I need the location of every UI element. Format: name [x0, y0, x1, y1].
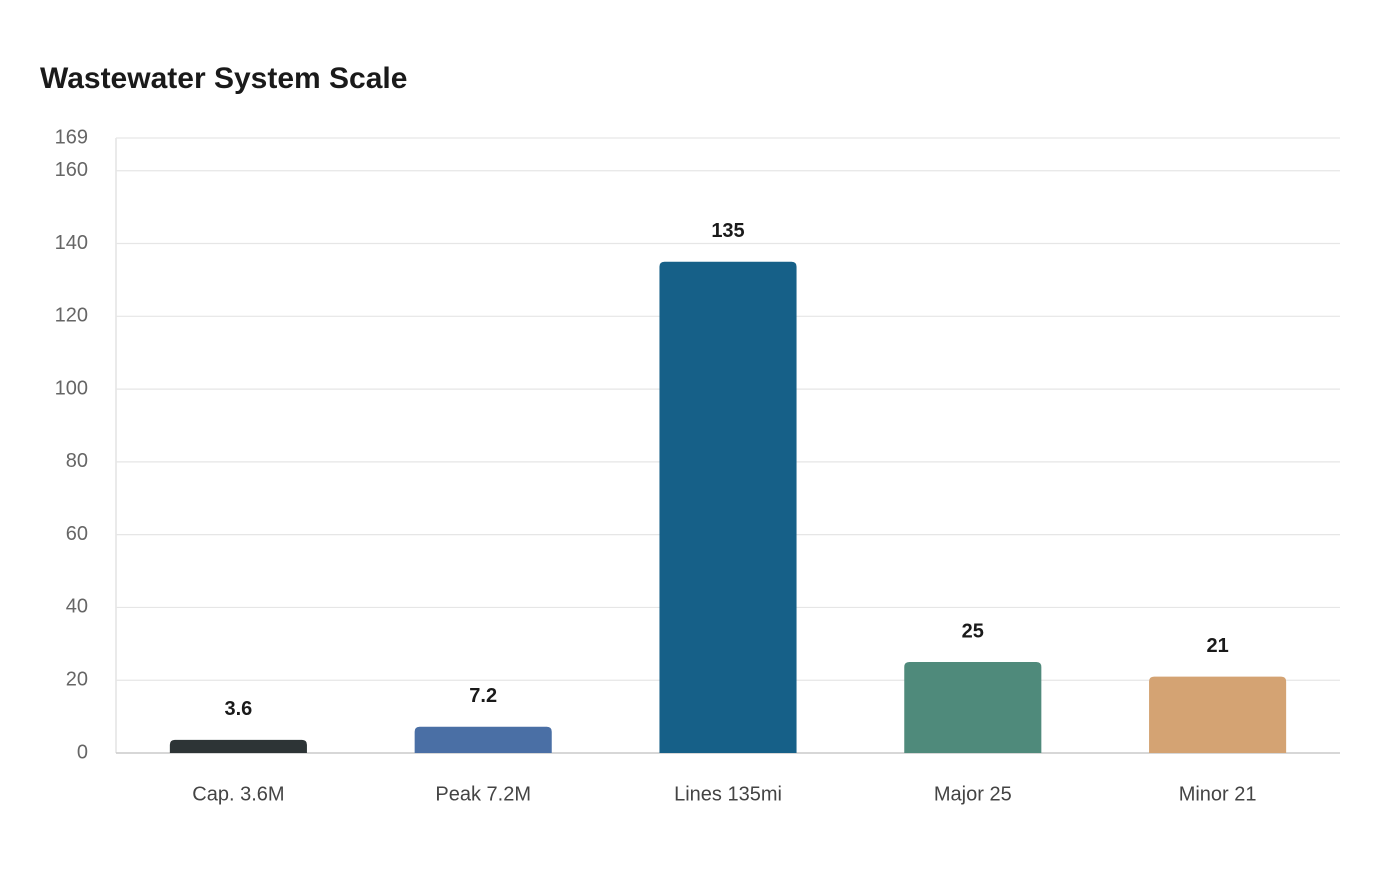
- y-tick-label: 160: [55, 159, 88, 181]
- y-tick-label: 60: [66, 523, 88, 545]
- x-tick-label: Major 25: [934, 783, 1012, 805]
- y-tick-label: 169: [55, 126, 88, 148]
- chart-title: Wastewater System Scale: [40, 62, 407, 95]
- y-tick-label: 120: [55, 305, 88, 327]
- x-tick-label: Lines 135mi: [674, 783, 782, 805]
- x-tick-label: Cap. 3.6M: [192, 783, 284, 805]
- bar: [659, 261, 797, 753]
- bar: [169, 739, 307, 753]
- value-label: 7.2: [469, 685, 497, 707]
- value-label: 21: [1206, 635, 1228, 657]
- value-label: 3.6: [224, 698, 252, 720]
- y-tick-label: 80: [66, 450, 88, 472]
- y-tick-label: 100: [55, 377, 88, 399]
- bar: [1149, 676, 1287, 753]
- y-tick-label: 20: [66, 669, 88, 691]
- bar: [904, 662, 1042, 753]
- y-tick-label: 40: [66, 596, 88, 618]
- y-tick-label: 0: [77, 741, 88, 763]
- x-tick-label: Peak 7.2M: [435, 783, 531, 805]
- bar: [414, 726, 552, 753]
- x-tick-label: Minor 21: [1179, 783, 1257, 805]
- value-label: 135: [711, 220, 744, 242]
- value-label: 25: [962, 620, 984, 642]
- y-tick-label: 140: [55, 232, 88, 254]
